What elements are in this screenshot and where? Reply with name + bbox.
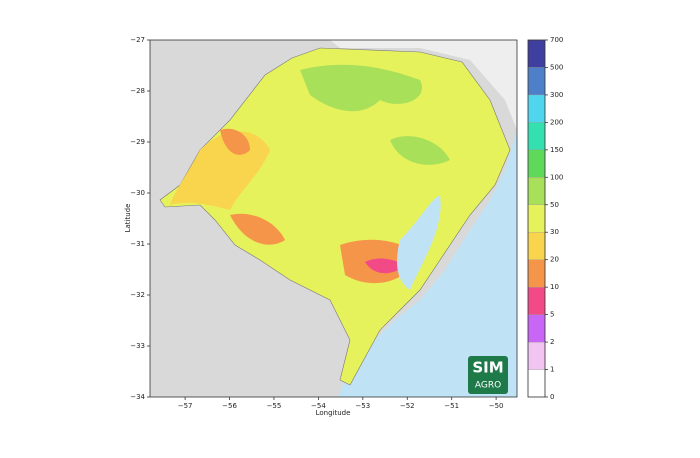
colorbar-tick-label: 20 [550, 256, 559, 264]
neighbor-state [330, 40, 517, 130]
colorbar-tick-label: 150 [550, 146, 563, 154]
colorbar-segment [527, 122, 546, 150]
colorbar-segment [527, 177, 546, 205]
colorbar-tick-label: 30 [550, 228, 559, 236]
red-region [365, 258, 405, 274]
colorbar-segment [527, 67, 546, 96]
colorbar-segment [527, 232, 546, 260]
colorbar-tick-label: 2 [550, 338, 554, 346]
colorbar-tick-label: 200 [550, 118, 563, 126]
colorbar-segment [527, 149, 546, 178]
y-tick-label: −28 [130, 87, 145, 95]
green-region [390, 136, 450, 165]
colorbar-tick-label: 50 [550, 201, 559, 209]
colorbar-segment [527, 287, 546, 315]
x-tick-label: −53 [355, 402, 370, 410]
colorbar-segment [527, 259, 546, 288]
y-axis-label: Latitude [124, 204, 132, 233]
colorbar-tick-label: 700 [550, 36, 563, 44]
axes-frame [149, 39, 518, 398]
x-tick-label: −52 [400, 402, 415, 410]
colorbar-frame [527, 39, 546, 398]
logo: SIM AGRO [468, 356, 508, 394]
x-tick-label: −51 [444, 402, 459, 410]
x-axis-label: Longitude [316, 409, 351, 417]
colorbar-segment [527, 204, 546, 233]
y-tick-label: −32 [130, 291, 145, 299]
x-tick-label: −54 [311, 402, 326, 410]
colorbar-segment [527, 39, 546, 68]
colorbar-segment [527, 341, 546, 370]
y-tick-label: −31 [130, 240, 145, 248]
colorbar-tick-label: 100 [550, 173, 563, 181]
colorbar-tick-label: 10 [550, 283, 559, 291]
y-tick-label: −29 [130, 138, 145, 146]
x-tick-label: −50 [489, 402, 504, 410]
colorbar-tick-label: 1 [550, 366, 554, 374]
logo-text: SIM [472, 359, 503, 377]
map-area [150, 40, 517, 397]
y-tick-label: −34 [130, 393, 145, 401]
lagoon [397, 195, 441, 290]
colorbar-tick-label: 5 [550, 311, 554, 319]
y-tick-label: −30 [130, 189, 145, 197]
colorbar-tick-label: 500 [550, 63, 563, 71]
colorbar-segment [527, 369, 546, 398]
x-tick-label: −55 [267, 402, 282, 410]
logo-background [468, 356, 508, 394]
logo-text: AGRO [475, 381, 501, 391]
colorbar-tick-label: 0 [550, 393, 554, 401]
y-tick-label: −27 [130, 36, 145, 44]
colorbar-segment [527, 314, 546, 343]
colorbar-segment [527, 94, 546, 123]
x-tick-label: −56 [222, 402, 237, 410]
ocean [338, 130, 517, 397]
y-tick-label: −33 [130, 342, 145, 350]
green-region [300, 64, 422, 112]
x-tick-label: −57 [178, 402, 193, 410]
colorbar-tick-label: 300 [550, 91, 563, 99]
orange-region [230, 213, 285, 245]
orange-region [220, 128, 250, 155]
